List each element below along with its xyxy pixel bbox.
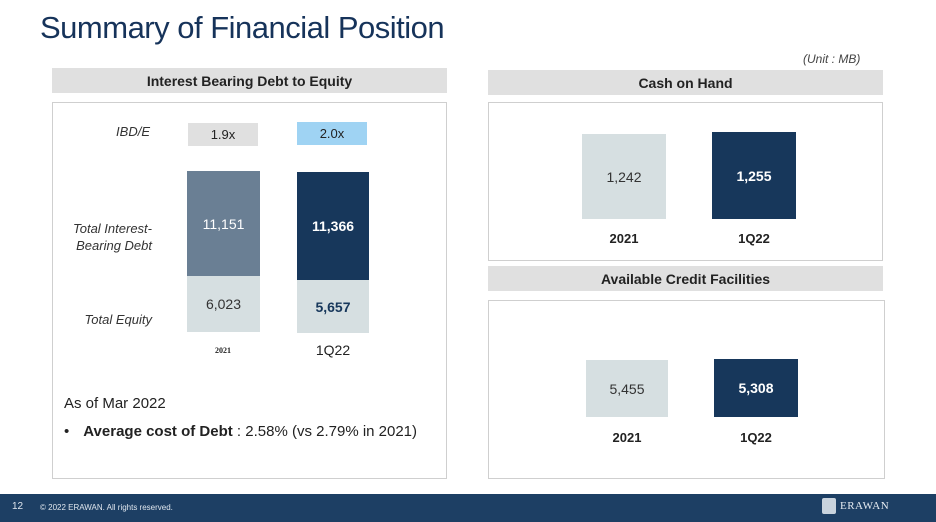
credit-header: Available Credit Facilities xyxy=(488,266,883,291)
ratio-label: IBD/E xyxy=(116,124,150,139)
bar-equity-2021: 6,023 xyxy=(187,276,260,332)
logo-mark-icon xyxy=(822,498,836,514)
bullet-dot: • xyxy=(64,423,70,440)
erawan-logo: ERAWAN xyxy=(822,498,889,514)
bar-debt-2021: 11,151 xyxy=(187,171,260,276)
cost-of-debt-bullet: • Average cost of Debt : 2.58% (vs 2.79% … xyxy=(64,423,417,440)
cash-bar-2021: 1,242 xyxy=(582,134,666,219)
logo-text: ERAWAN xyxy=(840,500,890,512)
credit-bar-1q22: 5,308 xyxy=(714,359,798,417)
bar-equity-1q22: 5,657 xyxy=(297,280,369,333)
credit-panel xyxy=(488,300,885,479)
cash-panel xyxy=(488,102,883,261)
page-title: Summary of Financial Position xyxy=(40,10,445,45)
ibd-header: Interest Bearing Debt to Equity xyxy=(52,68,447,93)
ratio-1q22: 2.0x xyxy=(297,122,367,145)
footer-bar: 12 © 2022 ERAWAN. All rights reserved. E… xyxy=(0,494,936,522)
copyright: © 2022 ERAWAN. All rights reserved. xyxy=(40,503,173,512)
credit-category-2021: 2021 xyxy=(612,430,642,445)
cash-category-1q22: 1Q22 xyxy=(738,231,770,246)
unit-note: (Unit : MB) xyxy=(803,52,861,66)
bullet-value: : 2.58% (vs 2.79% in 2021) xyxy=(236,423,418,440)
cash-category-2021: 2021 xyxy=(609,231,639,246)
credit-bar-2021: 5,455 xyxy=(586,360,668,417)
bullet-prefix: Average cost of Debt xyxy=(83,423,233,440)
equity-label: Total Equity xyxy=(84,312,152,327)
as-of-text: As of Mar 2022 xyxy=(64,395,166,412)
debt-label: Total Interest-Bearing Debt xyxy=(72,221,152,253)
bar-debt-1q22: 11,366 xyxy=(297,172,369,280)
category-2021: 2021 xyxy=(215,346,231,355)
page-number: 12 xyxy=(12,501,24,512)
ratio-2021: 1.9x xyxy=(188,123,258,146)
category-1q22: 1Q22 xyxy=(315,342,351,358)
cash-header: Cash on Hand xyxy=(488,70,883,95)
cash-bar-1q22: 1,255 xyxy=(712,132,796,219)
credit-category-1q22: 1Q22 xyxy=(740,430,772,445)
